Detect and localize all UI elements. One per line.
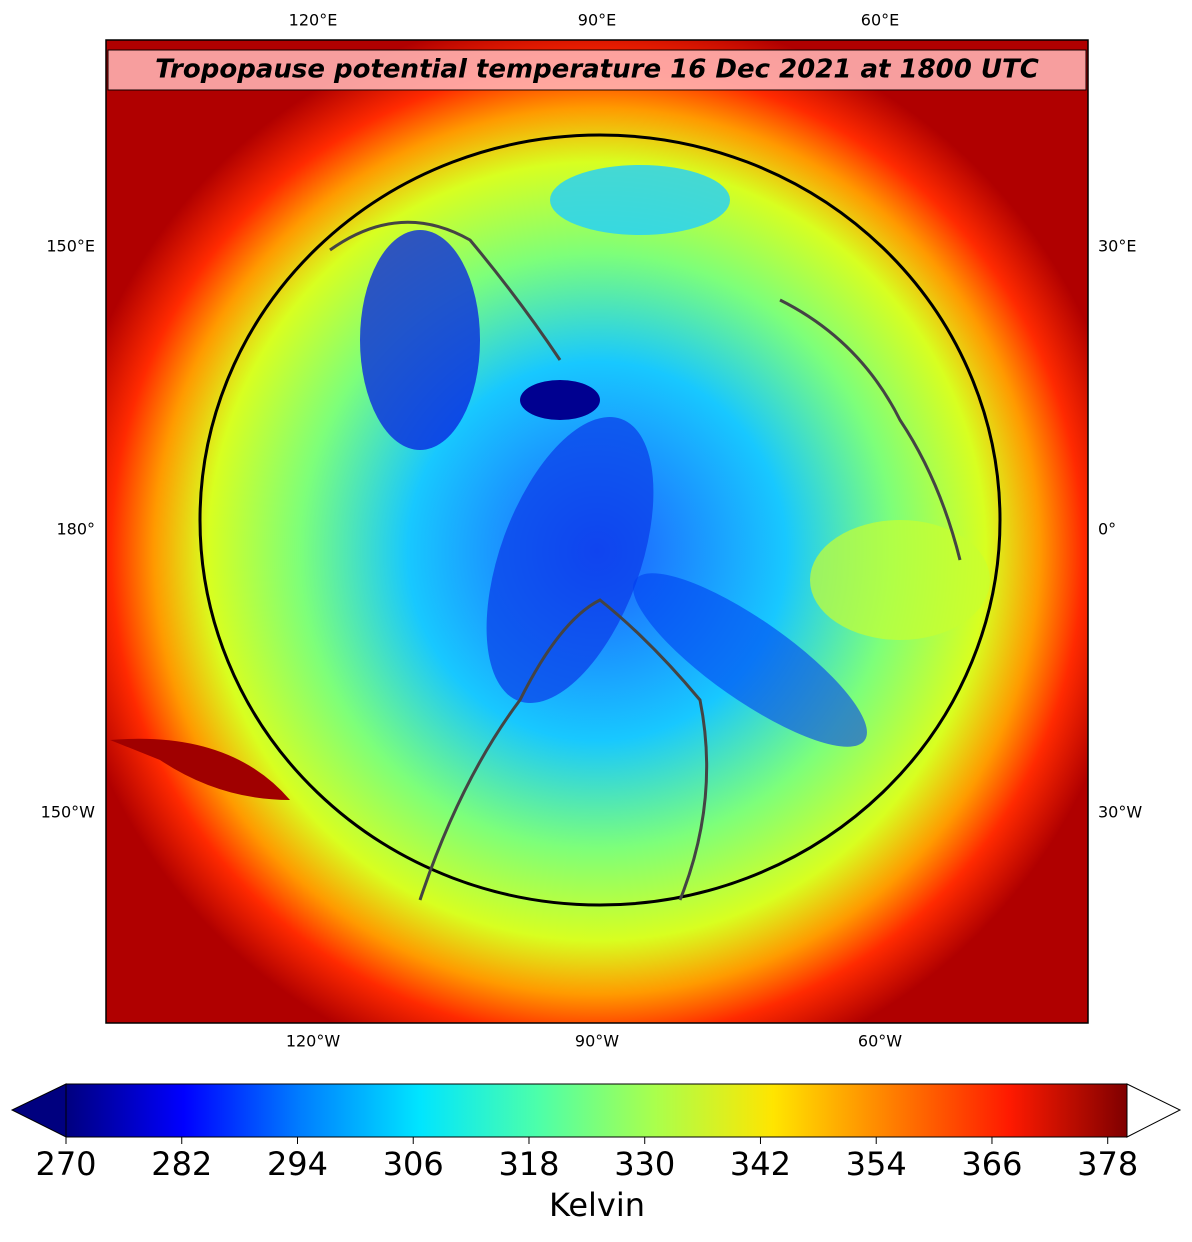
lon-label: 120°W: [286, 1032, 341, 1051]
colorbar-tick-label: 306: [383, 1145, 444, 1183]
lon-label: 30°E: [1098, 237, 1136, 256]
colorbar-tick-label: 294: [267, 1145, 328, 1183]
colorbar-tick-label: 354: [846, 1145, 907, 1183]
colorbar-tick-label: 342: [730, 1145, 791, 1183]
lon-label: 0°: [1098, 520, 1116, 539]
lon-label: 90°W: [575, 1032, 619, 1051]
lon-label: 90°E: [578, 11, 616, 30]
lon-label: 180°: [56, 520, 95, 539]
colorbar-tick-label: 282: [151, 1145, 212, 1183]
lon-label: 60°E: [861, 11, 899, 30]
colorbar-tick-label: 318: [498, 1145, 559, 1183]
colorbar-tick-label: 366: [961, 1145, 1022, 1183]
lon-label: 30°W: [1098, 803, 1142, 822]
colorbar: [65, 1083, 1128, 1138]
lon-label: 60°W: [858, 1032, 902, 1051]
colorbar-tick-label: 270: [35, 1145, 96, 1183]
colorbar-tick-label: 330: [614, 1145, 675, 1183]
lon-label: 150°W: [41, 803, 96, 822]
lon-label: 120°E: [289, 11, 338, 30]
lon-label: 150°E: [46, 237, 95, 256]
colorbar-tick-label: 378: [1077, 1145, 1138, 1183]
map-title: Tropopause potential temperature 16 Dec …: [155, 55, 1039, 85]
colorbar-label: Kelvin: [549, 1186, 645, 1224]
map-field: [106, 40, 1088, 1023]
